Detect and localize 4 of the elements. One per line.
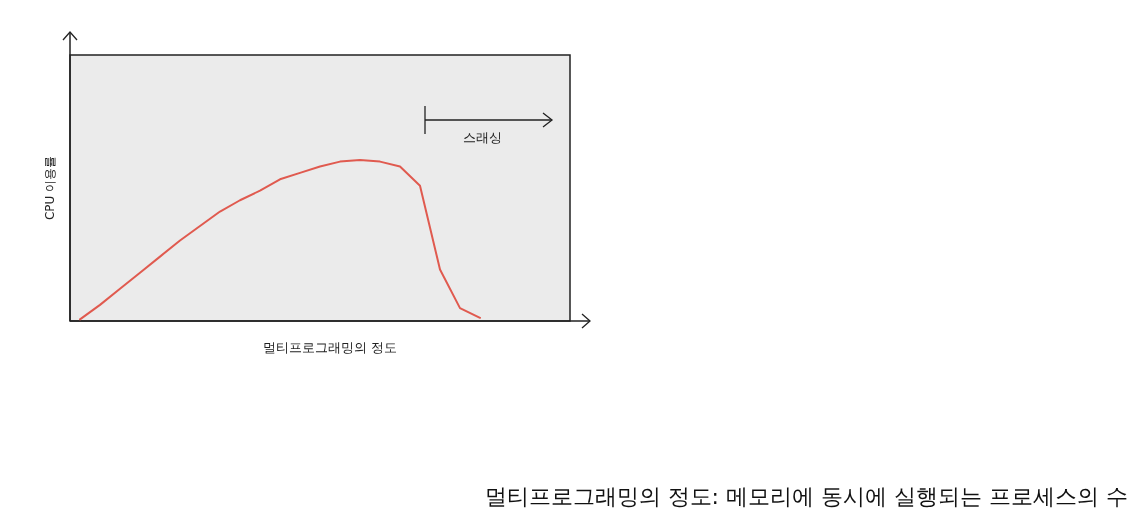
text: 스래싱 <box>462 130 502 145</box>
y-axis-title: CPU 이용률 <box>43 155 57 221</box>
text: 멀티프로그래밍의 정도: 메모리에 동시에 실행되는 프로세스의 수 <box>484 484 1128 509</box>
x-axis-title: 멀티프로그래밍의 정도 <box>262 340 398 355</box>
